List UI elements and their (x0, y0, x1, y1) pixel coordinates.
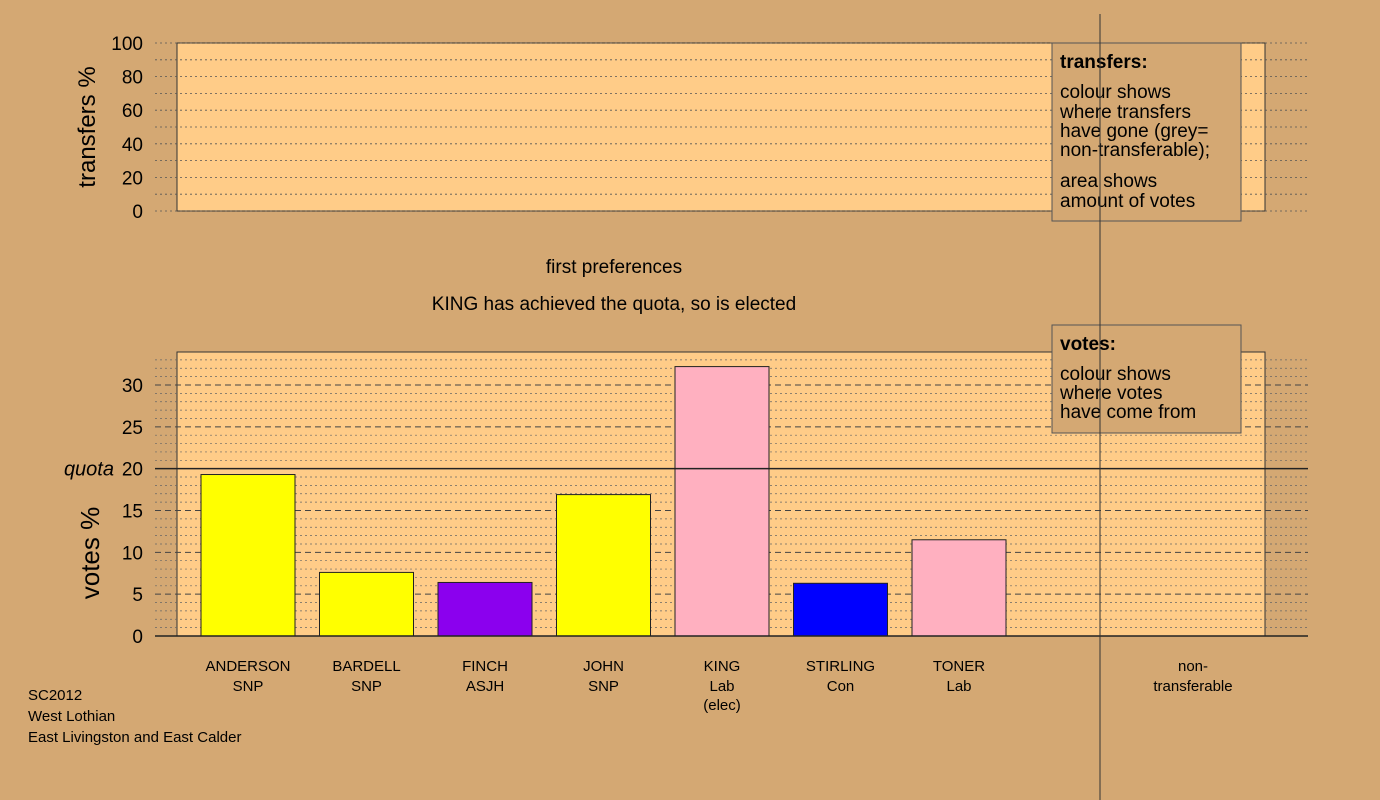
footer-line-1: SC2012 (28, 687, 82, 704)
votes-panel: ANDERSON SNP BARDELL SNP FINCH ASJH JOHN SNP KIN… (64, 351, 1308, 714)
x-tick-label-party: SNP (233, 678, 264, 695)
votes-y-tick-label: 25 (122, 418, 143, 439)
x-tick-label-party: Con (827, 678, 855, 695)
legend-transfers-line: where transfers (1059, 102, 1191, 123)
transfers-y-tick-label: 100 (111, 34, 143, 55)
quota-label: quota (64, 459, 114, 481)
x-tick-label-note: (elec) (703, 697, 741, 714)
x-tick-label-party: Lab (709, 678, 734, 695)
chart-title: first preferences (546, 257, 682, 278)
legend-transfers: transfers: colour shows where transfers … (1051, 42, 1242, 222)
nontransferable-label: transferable (1153, 678, 1232, 695)
bar-bardell (319, 571, 414, 637)
transfers-y-tick-label: 80 (122, 68, 143, 89)
legend-transfers-line: amount of votes (1060, 191, 1195, 212)
x-tick-label-party: Lab (946, 678, 971, 695)
bar-king (674, 366, 770, 637)
x-tick-label-name: ANDERSON (205, 658, 290, 675)
nontransferable-label: non- (1178, 658, 1208, 675)
votes-y-tick-label: 0 (132, 627, 143, 648)
footer-line-2: West Lothian (28, 708, 115, 725)
votes-y-tick-label: 15 (122, 502, 143, 523)
transfers-y-tick-label: 40 (122, 135, 143, 156)
transfers-y-axis-label: transfers % (74, 66, 101, 187)
legend-votes-line: where votes (1059, 383, 1162, 404)
x-tick-label-party: SNP (351, 678, 382, 695)
x-tick-label-name: STIRLING (806, 658, 875, 675)
x-tick-label-name: TONER (933, 658, 985, 675)
legend-votes-heading: votes: (1060, 334, 1116, 355)
votes-y-axis-label: votes % (75, 507, 105, 600)
legend-votes-line: have come from (1060, 402, 1196, 423)
footer-line-3: East Livingston and East Calder (28, 729, 241, 746)
transfers-y-tick-label: 20 (122, 168, 143, 189)
legend-transfers-line: colour shows (1060, 82, 1171, 103)
x-tick-label-party: ASJH (466, 678, 504, 695)
votes-y-tick-label: 10 (122, 543, 143, 564)
legend-transfers-box (1051, 42, 1242, 222)
legend-transfers-line: area shows (1060, 171, 1157, 192)
bar-toner (911, 539, 1007, 637)
bar-stirling (793, 582, 888, 637)
x-tick-label-name: BARDELL (332, 658, 400, 675)
bar-john (556, 494, 651, 637)
x-tick-label-party: SNP (588, 678, 619, 695)
bar-anderson (200, 474, 296, 637)
legend-votes-box (1051, 324, 1242, 434)
votes-y-tick-label: 5 (132, 585, 143, 606)
legend-transfers-line: non-transferable); (1060, 140, 1210, 161)
bar-finch (437, 581, 533, 637)
votes-y-tick-label: 30 (122, 376, 143, 397)
legend-votes-line: colour shows (1060, 364, 1171, 385)
x-tick-label-name: FINCH (462, 658, 508, 675)
legend-transfers-heading: transfers: (1060, 52, 1148, 73)
x-tick-label-name: KING (704, 658, 741, 675)
chart-subtitle: KING has achieved the quota, so is elect… (432, 294, 796, 315)
legend-votes: votes: colour shows where votes have com… (1051, 324, 1242, 434)
x-tick-label-name: JOHN (583, 658, 624, 675)
footer: SC2012 West Lothian East Livingston and … (28, 687, 241, 746)
transfers-y-tick-label: 60 (122, 101, 143, 122)
transfers-y-tick-label: 0 (132, 202, 143, 223)
votes-y-tick-label: 20 (122, 460, 143, 481)
legend-transfers-line: have gone (grey= (1060, 121, 1208, 142)
